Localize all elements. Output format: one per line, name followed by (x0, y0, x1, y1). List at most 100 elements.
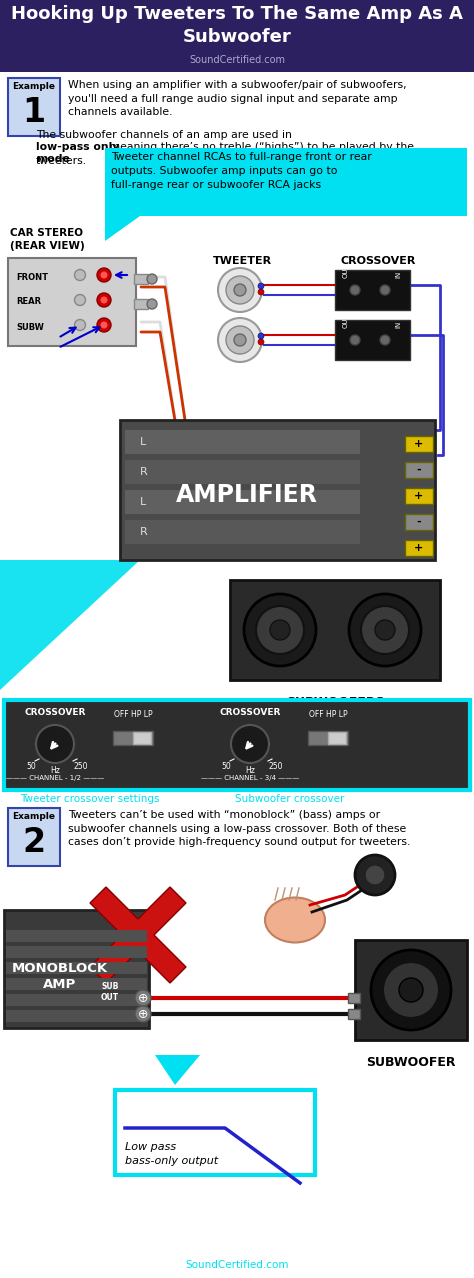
Text: Tweeter channel RCAs to full-range front or rear
outputs. Subwoofer amp inputs c: Tweeter channel RCAs to full-range front… (111, 152, 372, 190)
Text: 250: 250 (74, 762, 88, 771)
Text: ——— CHANNEL - 3/4 ———: ——— CHANNEL - 3/4 ——— (201, 774, 299, 781)
Circle shape (147, 273, 157, 284)
Circle shape (380, 285, 390, 295)
Text: OUT: OUT (343, 313, 349, 328)
Bar (6, 1010, 147, 1022)
Text: Example: Example (12, 82, 55, 91)
Bar (405, 514, 433, 530)
Circle shape (135, 990, 151, 1006)
Bar (134, 299, 148, 309)
Bar (335, 320, 410, 360)
Text: Hz: Hz (50, 766, 60, 774)
Text: The subwoofer channels of an amp are used in: The subwoofer channels of an amp are use… (36, 130, 295, 141)
Text: SoundCertified.com: SoundCertified.com (189, 55, 285, 65)
Circle shape (383, 962, 439, 1019)
Text: ⊕: ⊕ (138, 992, 148, 1005)
Polygon shape (105, 216, 140, 242)
Text: TWEETER: TWEETER (212, 256, 272, 266)
Text: CROSSOVER: CROSSOVER (340, 256, 416, 266)
Bar (355, 941, 467, 1040)
Bar (125, 460, 360, 484)
Bar (6, 978, 147, 990)
Circle shape (218, 318, 262, 362)
Circle shape (226, 326, 254, 354)
Text: OFF HP LP: OFF HP LP (309, 711, 347, 720)
Bar (348, 1010, 360, 1019)
Bar (125, 429, 360, 454)
Text: +: + (414, 491, 424, 501)
Text: SoundCertified.com: SoundCertified.com (185, 1260, 289, 1270)
Bar (6, 930, 147, 942)
Circle shape (256, 606, 304, 654)
Bar (4, 700, 470, 790)
Text: L: L (140, 497, 146, 507)
Bar (6, 994, 147, 1006)
Text: Tweeters can’t be used with “monoblock” (bass) amps or
subwoofer channels using : Tweeters can’t be used with “monoblock” … (68, 810, 410, 847)
Text: Subwoofer: Subwoofer (182, 28, 292, 46)
Bar (0, 0, 474, 72)
Bar (328, 732, 346, 744)
Text: R: R (140, 527, 148, 537)
Circle shape (97, 318, 111, 332)
Text: 1: 1 (22, 96, 46, 129)
Polygon shape (0, 560, 140, 690)
Circle shape (231, 725, 269, 763)
Text: When using an amplifier with a subwoofer/pair of subwoofers,
you'll need a full : When using an amplifier with a subwoofer… (68, 81, 407, 118)
Bar (4, 910, 149, 1028)
Text: low-pass only
mode: low-pass only mode (36, 142, 119, 164)
Text: R: R (140, 466, 148, 477)
Text: OUT: OUT (343, 263, 349, 279)
Bar (6, 962, 147, 974)
Circle shape (74, 270, 85, 280)
Bar (120, 420, 435, 560)
Circle shape (100, 322, 108, 328)
Text: FRONT: FRONT (16, 272, 48, 281)
Circle shape (361, 606, 409, 654)
Text: meaning there’s no treble (“highs”) to be played by the
tweeters.: meaning there’s no treble (“highs”) to b… (36, 142, 414, 166)
Text: SUBWOOFER: SUBWOOFER (366, 1056, 456, 1068)
Circle shape (234, 334, 246, 346)
Circle shape (350, 335, 360, 345)
Circle shape (350, 285, 360, 295)
Bar (405, 541, 433, 556)
Text: CAR STEREO
(REAR VIEW): CAR STEREO (REAR VIEW) (10, 227, 85, 252)
Circle shape (365, 865, 385, 884)
Bar (125, 520, 360, 544)
Bar (8, 808, 60, 866)
Text: 2: 2 (22, 826, 46, 859)
Text: OFF HP LP: OFF HP LP (114, 711, 152, 720)
Bar (115, 1090, 315, 1174)
Bar (133, 732, 151, 744)
Circle shape (135, 1006, 151, 1022)
Bar (308, 731, 348, 745)
Circle shape (349, 594, 421, 666)
Bar (405, 488, 433, 504)
Text: SUB
OUT: SUB OUT (101, 982, 119, 1002)
Bar (348, 993, 360, 1003)
Text: Example: Example (12, 812, 55, 820)
Text: SUBWOOFERS: SUBWOOFERS (286, 697, 384, 709)
Circle shape (355, 855, 395, 895)
Text: Subwoofer crossover: Subwoofer crossover (235, 794, 345, 804)
Text: Hz: Hz (245, 766, 255, 774)
Circle shape (226, 276, 254, 304)
Circle shape (270, 620, 290, 640)
Bar (405, 436, 433, 452)
Polygon shape (90, 887, 186, 983)
Ellipse shape (265, 897, 325, 942)
Text: ——— CHANNEL - 1/2 ———: ——— CHANNEL - 1/2 ——— (6, 774, 104, 781)
Circle shape (74, 294, 85, 305)
Bar (6, 946, 147, 958)
Circle shape (147, 299, 157, 309)
Text: IN: IN (395, 321, 401, 328)
Text: REAR: REAR (16, 298, 41, 307)
Circle shape (97, 293, 111, 307)
Circle shape (36, 725, 74, 763)
Circle shape (97, 268, 111, 282)
Bar (105, 148, 467, 216)
Text: L: L (140, 437, 146, 447)
Circle shape (258, 289, 264, 295)
Circle shape (218, 268, 262, 312)
Circle shape (380, 335, 390, 345)
Circle shape (74, 320, 85, 331)
